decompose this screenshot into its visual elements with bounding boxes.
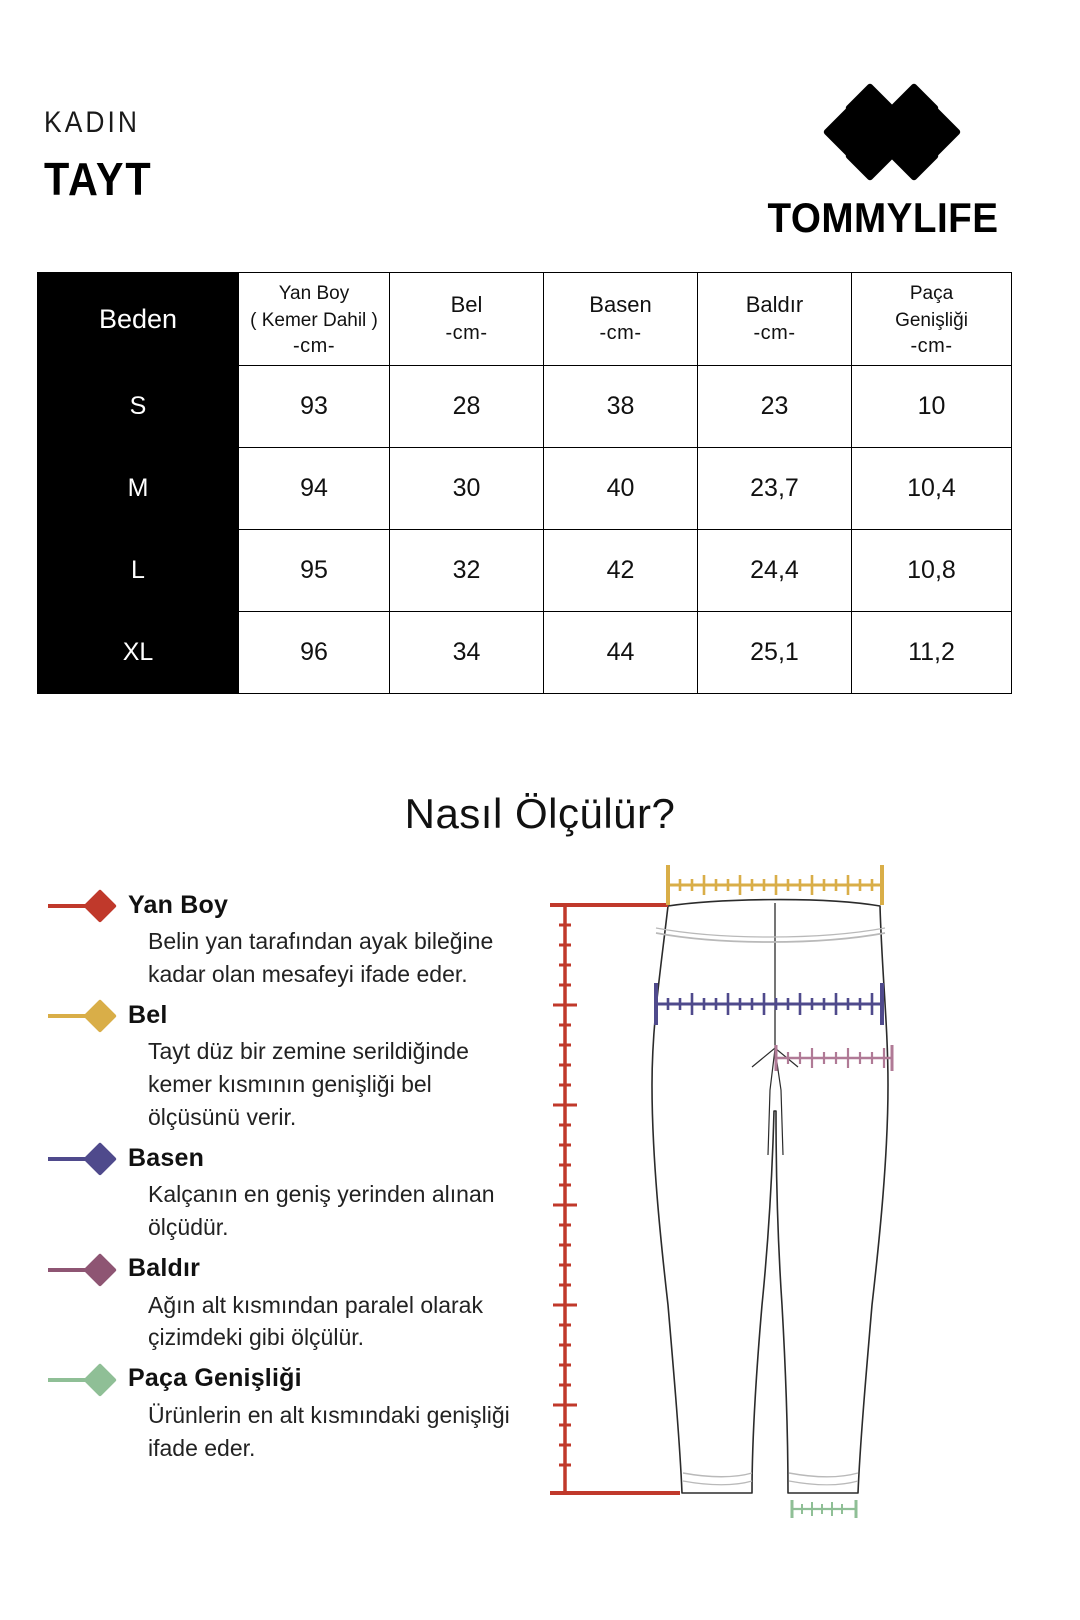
cell-yan-boy: 93 <box>238 365 390 448</box>
legend-description: Ürünlerin en alt kısmındaki genişliği if… <box>148 1401 510 1461</box>
column-subtitle: ( Kemer Dahil ) <box>250 309 378 331</box>
page-header: KADIN TAYT TOMMYLIFE <box>0 0 1080 250</box>
column-title: Yan Boy <box>278 282 350 304</box>
cell-baldir: 25,1 <box>697 611 852 694</box>
column-header-baldir: Baldır -cm- <box>697 272 852 366</box>
legend-label: Baldır <box>128 1254 201 1283</box>
legend-item-baldir: Baldır Ağın alt kısmından paralel olarak… <box>48 1250 528 1354</box>
basen-ruler <box>654 983 884 1025</box>
cell-baldir: 24,4 <box>697 529 852 612</box>
product-title: TAYT <box>44 153 153 205</box>
column-header-paca: Paça Genişliği -cm- <box>851 272 1012 366</box>
cell-paca: 10,4 <box>851 447 1012 530</box>
column-unit: -cm- <box>599 322 642 344</box>
diamond-marker-icon <box>48 1139 128 1177</box>
column-unit: -cm- <box>910 335 953 358</box>
yan-boy-ruler <box>550 903 680 1495</box>
cell-size: M <box>37 447 239 530</box>
table-row: M 94 30 40 23,7 10,4 <box>37 447 1012 530</box>
legend-item-paca-genisligi: Paça Genişliği Ürünlerin en alt kısmında… <box>48 1360 528 1464</box>
column-title: Basen <box>589 292 652 318</box>
bel-ruler <box>666 865 884 905</box>
column-title: Paça <box>909 282 954 304</box>
legend-description: Tayt düz bir zemine serildiğinde kemer k… <box>148 1038 469 1130</box>
legend-description: Ağın alt kısmından paralel olarak çizimd… <box>148 1291 483 1351</box>
cell-basen: 42 <box>543 529 698 612</box>
cell-bel: 32 <box>389 529 544 612</box>
column-subtitle: Genişliği <box>895 309 968 331</box>
legend-label: Paça Genişliği <box>128 1364 302 1393</box>
legend-label: Basen <box>128 1143 205 1172</box>
table-header-row: Beden Yan Boy ( Kemer Dahil ) -cm- Bel -… <box>37 272 1012 366</box>
brand-logo: TOMMYLIFE <box>748 82 1018 242</box>
waistband-line <box>655 927 886 938</box>
column-header-yan-boy: Yan Boy ( Kemer Dahil ) -cm- <box>238 272 390 366</box>
diamond-marker-icon <box>48 1360 128 1398</box>
waistband-line <box>655 932 886 943</box>
hem-line <box>682 1480 753 1486</box>
column-header-basen: Basen -cm- <box>543 272 698 366</box>
legend-description: Belin yan tarafından ayak bileğine kadar… <box>148 928 494 987</box>
column-unit: -cm- <box>293 335 335 358</box>
cell-basen: 44 <box>543 611 698 694</box>
column-unit: -cm- <box>445 322 488 344</box>
legend-label: Yan Boy <box>128 890 229 919</box>
hem-line <box>788 1472 859 1478</box>
cell-paca: 10 <box>851 365 1012 448</box>
column-unit: -cm- <box>753 322 796 344</box>
table-body: S 93 28 38 23 10 M 94 30 40 23,7 10,4 L … <box>37 365 1012 694</box>
table-row: XL 96 34 44 25,1 11,2 <box>37 611 1012 694</box>
column-header-beden: Beden <box>37 272 239 366</box>
paca-ruler <box>790 1500 858 1518</box>
table-header: Beden Yan Boy ( Kemer Dahil ) -cm- Bel -… <box>37 272 1012 366</box>
legend-label: Bel <box>128 1000 168 1029</box>
brand-wordmark: TOMMYLIFE <box>767 194 999 241</box>
cell-yan-boy: 95 <box>238 529 390 612</box>
how-to-measure-title: Nasıl Ölçülür? <box>404 790 676 837</box>
hem-line <box>788 1480 859 1486</box>
column-header-bel: Bel -cm- <box>389 272 544 366</box>
column-title: Beden <box>98 303 178 334</box>
cell-size: S <box>37 365 239 448</box>
legend-item-yan-boy: Yan Boy Belin yan tarafından ayak bileği… <box>48 886 528 990</box>
cell-bel: 28 <box>389 365 544 448</box>
table-row: L 95 32 42 24,4 10,8 <box>37 529 1012 612</box>
garment-outline <box>651 898 889 1494</box>
column-title: Baldır <box>745 292 804 318</box>
cell-baldir: 23,7 <box>697 447 852 530</box>
cell-paca: 10,8 <box>851 529 1012 612</box>
baldir-ruler <box>774 1045 894 1071</box>
cell-yan-boy: 94 <box>238 447 390 530</box>
diamond-marker-icon <box>48 1250 128 1288</box>
column-title: Bel <box>450 292 483 318</box>
diamond-grid-logo-icon <box>808 82 962 182</box>
cell-paca: 11,2 <box>851 611 1012 694</box>
cell-bel: 34 <box>389 611 544 694</box>
cell-bel: 30 <box>389 447 544 530</box>
inseam-line <box>767 1048 776 1156</box>
hem-line <box>682 1472 753 1478</box>
legend-item-basen: Basen Kalçanın en geniş yerinden alınan … <box>48 1139 528 1243</box>
measurement-legend: Yan Boy Belin yan tarafından ayak bileği… <box>48 886 528 1470</box>
cell-basen: 40 <box>543 447 698 530</box>
cell-yan-boy: 96 <box>238 611 390 694</box>
size-chart-table: Beden Yan Boy ( Kemer Dahil ) -cm- Bel -… <box>37 272 1012 694</box>
leggings-technical-drawing <box>550 865 894 1518</box>
diamond-marker-icon <box>48 886 128 924</box>
cell-size: L <box>37 529 239 612</box>
diamond-marker-icon <box>48 996 128 1034</box>
category-label: KADIN <box>44 106 141 139</box>
leggings-diagram <box>520 855 1060 1555</box>
table-row: S 93 28 38 23 10 <box>37 365 1012 448</box>
cell-basen: 38 <box>543 365 698 448</box>
cell-size: XL <box>37 611 239 694</box>
legend-item-bel: Bel Tayt düz bir zemine serildiğinde kem… <box>48 996 528 1133</box>
legend-description: Kalçanın en geniş yerinden alınan ölçüdü… <box>148 1181 495 1240</box>
cell-baldir: 23 <box>697 365 852 448</box>
title-block: KADIN TAYT <box>44 106 164 205</box>
